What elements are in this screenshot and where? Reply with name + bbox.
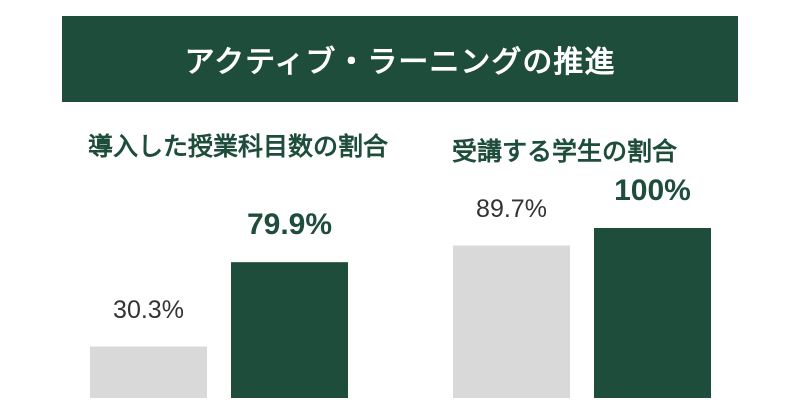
value-label: 30.3% (113, 296, 184, 324)
banner-title: アクティブ・ラーニングの推進 (62, 16, 738, 102)
value-label: 89.7% (476, 195, 547, 223)
chart-title: 導入した授業科目数の割合 (88, 132, 389, 161)
bar (231, 262, 348, 398)
value-label: 100% (614, 174, 691, 207)
chart-title: 受講する学生の割合 (452, 137, 678, 166)
bar (453, 245, 570, 398)
bar (90, 346, 207, 398)
bar (594, 228, 711, 398)
value-label: 79.9% (247, 208, 332, 241)
